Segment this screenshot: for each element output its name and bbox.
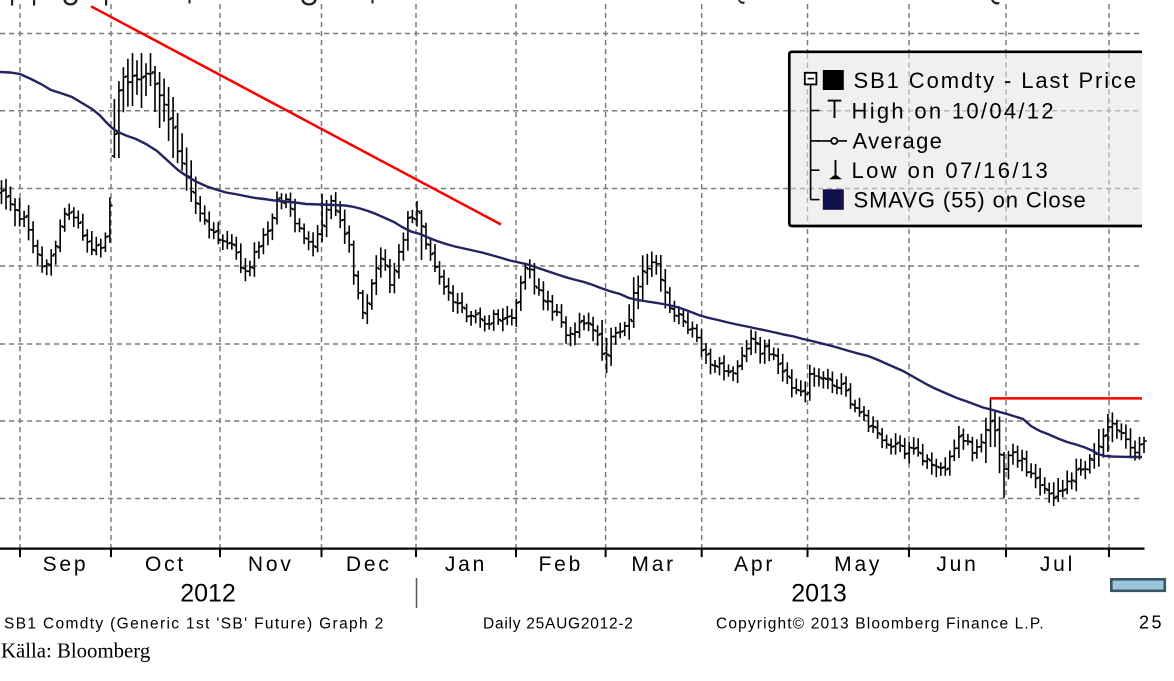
- svg-text:High on 10/04/12: High on 10/04/12: [852, 98, 1056, 123]
- svg-text:Daily 25AUG2012-2: Daily 25AUG2012-2: [483, 616, 634, 633]
- svg-text:SB1 Comdty (Generic 1st 'SB' F: SB1 Comdty (Generic 1st 'SB' Future) Gra…: [4, 616, 385, 633]
- svg-text:Copyright© 2013 Bloomberg Fina: Copyright© 2013 Bloomberg Finance L.P.: [716, 616, 1045, 633]
- svg-text:Jun: Jun: [936, 553, 978, 576]
- svg-text:2012: 2012: [180, 580, 236, 608]
- svg-text:Feb: Feb: [539, 553, 584, 576]
- svg-text:Oct: Oct: [145, 553, 186, 576]
- svg-text:Källa: Bloomberg: Källa: Bloomberg: [1, 640, 150, 663]
- svg-text:Dec: Dec: [346, 553, 392, 576]
- svg-text:2013: 2013: [791, 580, 847, 608]
- svg-text:May: May: [834, 553, 882, 576]
- svg-text:SMAVG (55) on Close: SMAVG (55) on Close: [854, 187, 1087, 212]
- svg-text:Low on 07/16/13: Low on 07/16/13: [852, 158, 1051, 183]
- svg-text:Sep: Sep: [43, 553, 89, 576]
- svg-text:Nov: Nov: [248, 553, 294, 576]
- svg-text:Mar: Mar: [631, 553, 676, 576]
- svg-text:Jan: Jan: [445, 553, 487, 576]
- svg-text:Average: Average: [853, 129, 944, 154]
- svg-text:SB1 Comdty - Last Price: SB1 Comdty - Last Price: [854, 68, 1139, 93]
- svg-text:25: 25: [1139, 613, 1164, 633]
- svg-text:Jul: Jul: [1040, 553, 1075, 576]
- svg-text:Apr: Apr: [734, 553, 775, 576]
